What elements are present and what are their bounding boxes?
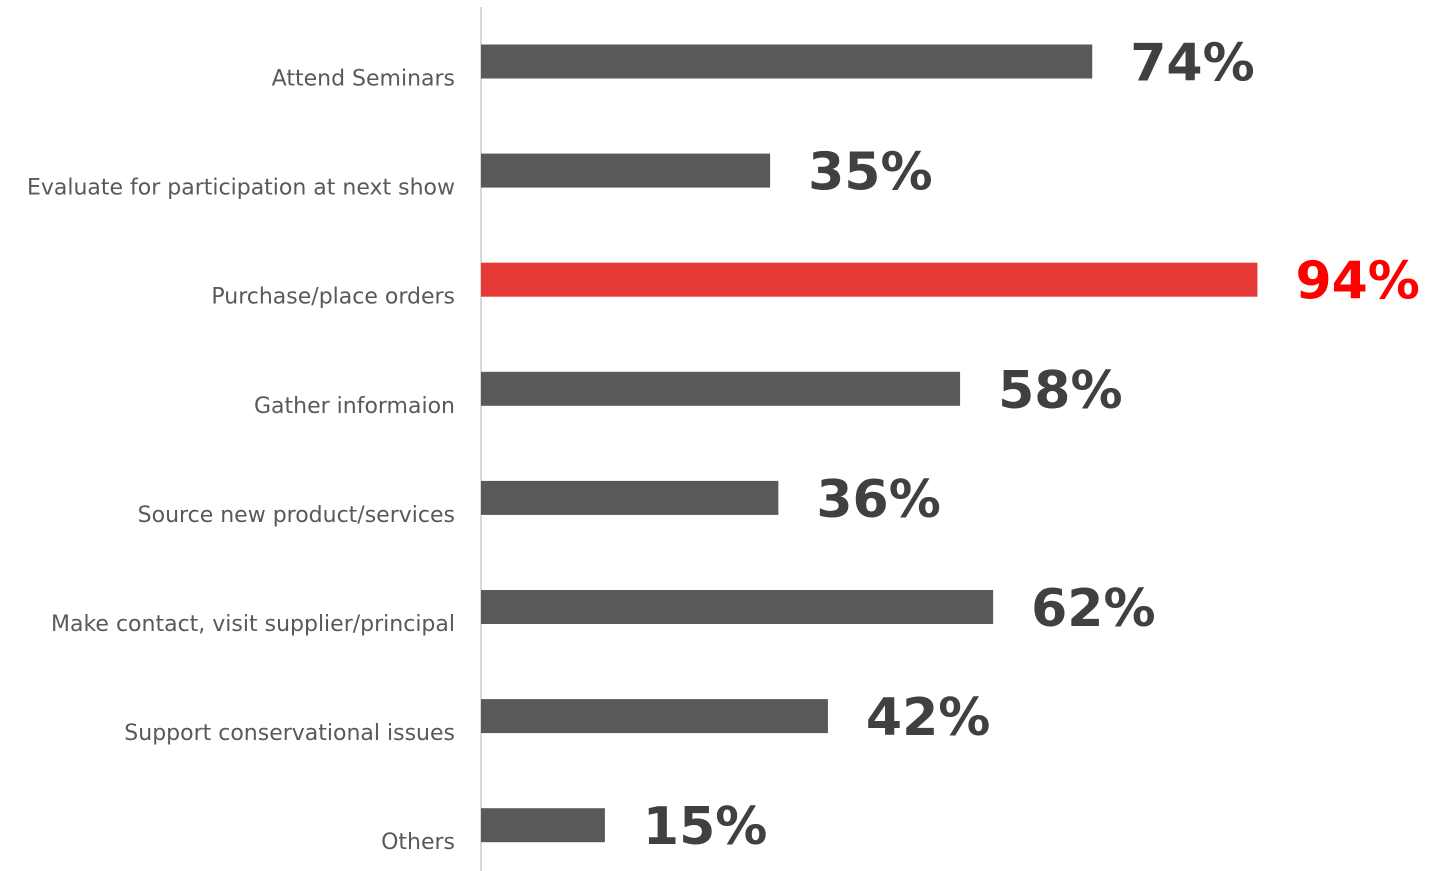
- value-label: 62%: [1031, 579, 1155, 639]
- bar-3: [481, 262, 1258, 297]
- bar-7: [481, 699, 828, 734]
- bar-6: [481, 590, 994, 624]
- value-label: 74%: [1130, 34, 1254, 94]
- bar-4: [481, 371, 961, 406]
- bars: [481, 44, 1258, 843]
- value-label: 15%: [643, 797, 767, 857]
- category-label: Attend Seminars: [272, 67, 455, 92]
- bar-5: [481, 480, 779, 515]
- bar-8: [481, 808, 605, 843]
- value-label: 58%: [998, 361, 1122, 421]
- value-labels: 74% 35% 94% 58% 36% 62% 42% 15%: [643, 34, 1420, 858]
- value-label: 35%: [808, 143, 932, 203]
- category-label: Others: [381, 830, 455, 855]
- value-label: 42%: [866, 688, 990, 748]
- bar-2: [481, 153, 771, 188]
- value-label: 36%: [816, 470, 940, 530]
- category-label: Source new product/services: [138, 503, 455, 528]
- category-label: Make contact, visit supplier/principal: [51, 612, 455, 637]
- category-label: Purchase/place orders: [211, 285, 455, 310]
- value-label: 94%: [1295, 252, 1419, 312]
- category-label: Evaluate for participation at next show: [27, 176, 455, 201]
- category-label: Gather informaion: [254, 394, 455, 419]
- category-label: Support conservational issues: [124, 721, 455, 746]
- bar-1: [481, 44, 1093, 79]
- category-labels: Attend Seminars Evaluate for participatio…: [27, 67, 455, 856]
